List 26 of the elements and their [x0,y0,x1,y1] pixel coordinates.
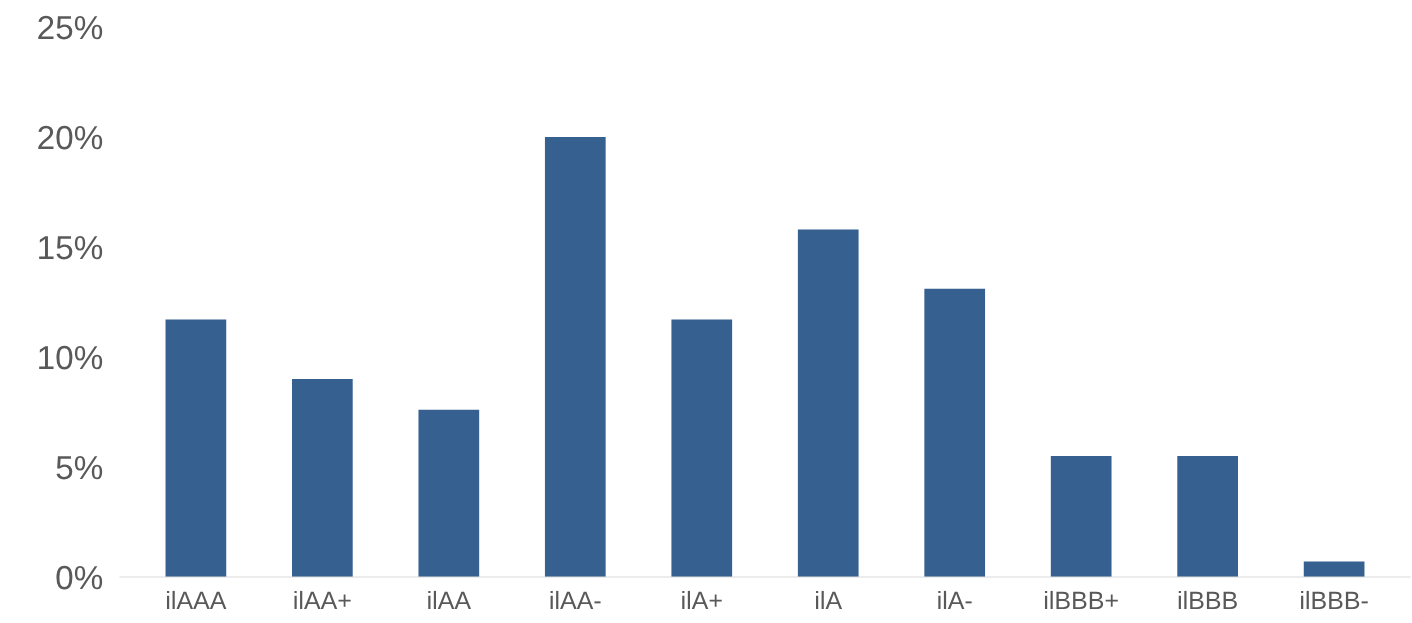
y-tick-label: 0% [56,565,103,590]
bar [924,288,986,577]
bar [797,229,859,577]
x-tick-label: ilAA- [550,590,601,610]
x-tick-label: ilBBB [1178,590,1237,610]
bar [544,137,606,577]
bar [1303,561,1365,577]
x-tick-label: ilBBB+ [1044,590,1118,610]
x-tick-label: ilAA [428,590,471,610]
x-tick-label: ilAA+ [294,590,351,610]
x-tick-label: ilA [816,590,843,610]
bar [165,319,227,577]
bar [1050,456,1112,577]
y-tick-label: 5% [56,455,103,480]
x-tick-label: ilAAA [166,590,227,610]
bar [671,319,733,577]
x-tick-label: ilBBB- [1301,590,1368,610]
x-tick-label: ilA+ [682,590,722,610]
bar [292,379,353,577]
y-tick-label: 15% [39,235,103,260]
bar [1177,456,1238,577]
y-tick-label: 10% [39,345,103,370]
y-tick-label: 25% [38,15,103,40]
y-tick-label: 20% [38,125,103,150]
x-tick-label: ilA- [938,590,972,610]
bar [418,409,480,577]
